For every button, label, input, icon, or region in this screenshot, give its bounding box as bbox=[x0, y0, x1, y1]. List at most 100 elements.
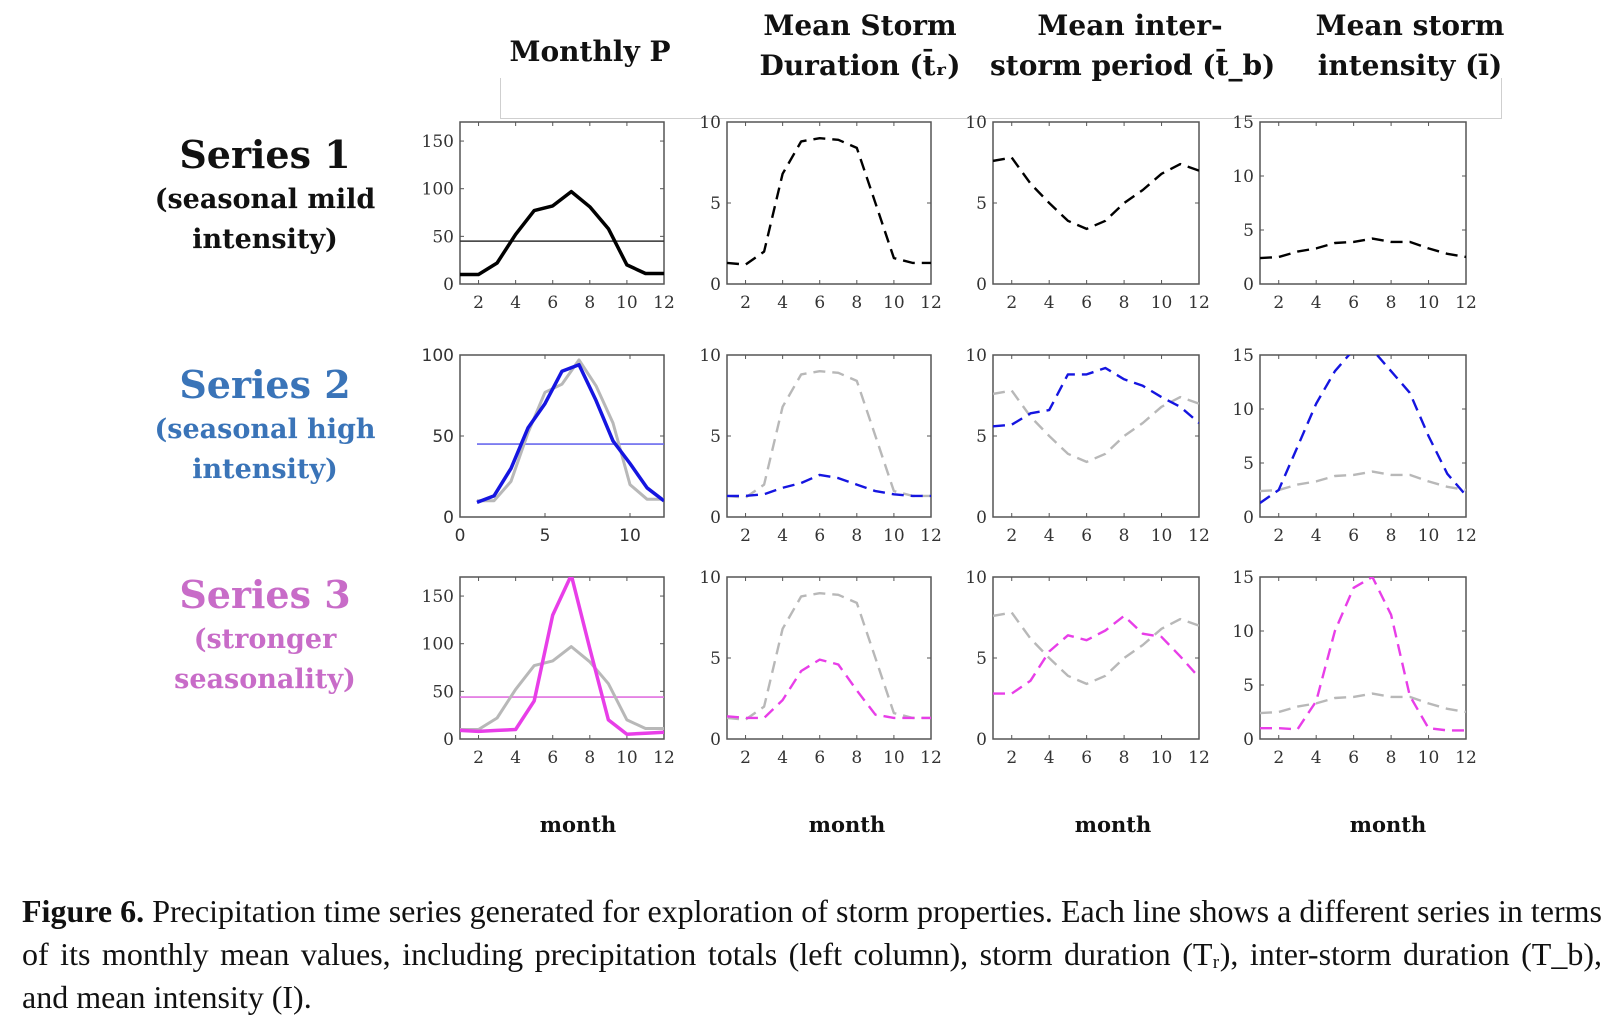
y-tick-label: 0 bbox=[976, 275, 987, 295]
column-title-line1: Monthly P bbox=[509, 35, 671, 68]
y-tick-label: 50 bbox=[432, 682, 454, 702]
x-tick-label: 12 bbox=[920, 293, 942, 313]
x-tick-label: 10 bbox=[1418, 526, 1440, 546]
x-tick-label: 6 bbox=[547, 293, 558, 313]
x-tick-label: 4 bbox=[1311, 293, 1322, 313]
y-tick-label: 10 bbox=[1232, 167, 1254, 187]
axes-box bbox=[992, 576, 1200, 740]
x-tick-label: 8 bbox=[1119, 293, 1130, 313]
x-tick-label: 8 bbox=[1386, 748, 1397, 768]
x-tick-label: 8 bbox=[1386, 293, 1397, 313]
y-tick-label: 0 bbox=[1243, 730, 1254, 750]
row-label-series-1: Series 1 (seasonal mild intensity) bbox=[135, 130, 395, 260]
x-tick-label: 8 bbox=[1119, 526, 1130, 546]
y-tick-label: 50 bbox=[432, 427, 454, 447]
axes-box bbox=[459, 354, 665, 518]
x-tick-label: 6 bbox=[547, 748, 558, 768]
plot-area bbox=[1260, 577, 1466, 732]
y-tick-label: 5 bbox=[1243, 221, 1254, 241]
x-tick-label: 6 bbox=[1348, 526, 1359, 546]
axes-box bbox=[726, 354, 932, 518]
x-axis-label-col1: month bbox=[539, 812, 617, 837]
x-tick-label: 4 bbox=[1044, 748, 1055, 768]
x-tick-label: 2 bbox=[1006, 526, 1017, 546]
x-tick-label: 8 bbox=[851, 293, 862, 313]
column-title-line1: Mean storm bbox=[1315, 9, 1505, 42]
series-line-series-2 bbox=[727, 473, 931, 498]
series-line-series-2 bbox=[1260, 355, 1466, 504]
x-tick-label: 12 bbox=[1188, 526, 1210, 546]
x-tick-label: 12 bbox=[1188, 748, 1210, 768]
x-tick-label: 6 bbox=[1348, 748, 1359, 768]
y-tick-label: 10 bbox=[1232, 622, 1254, 642]
column-title-line1: Mean inter- bbox=[1037, 9, 1223, 42]
y-tick-label: 100 bbox=[422, 346, 454, 366]
y-tick-label: 0 bbox=[976, 508, 987, 528]
y-tick-label: 10 bbox=[699, 568, 721, 588]
y-tick-label: 10 bbox=[965, 568, 987, 588]
x-tick-label: 10 bbox=[616, 293, 638, 313]
x-tick-label: 10 bbox=[619, 526, 641, 546]
x-tick-label: 6 bbox=[814, 748, 825, 768]
x-tick-label: 8 bbox=[584, 748, 595, 768]
x-tick-label: 4 bbox=[510, 748, 521, 768]
plot-area bbox=[1260, 355, 1466, 504]
series-line-series-1-reference- bbox=[993, 611, 1199, 686]
axes-box bbox=[726, 121, 932, 285]
x-tick-label: 10 bbox=[1151, 526, 1173, 546]
panel-r1-c4: 2 4 6 8 10 12 0 5 10 15 bbox=[1232, 113, 1476, 313]
y-tick-label: 10 bbox=[699, 346, 721, 366]
x-tick-label: 4 bbox=[1044, 526, 1055, 546]
plot-area bbox=[476, 358, 664, 505]
caption-label: Figure 6. bbox=[22, 893, 145, 929]
x-tick-label: 12 bbox=[653, 293, 675, 313]
panel-r1-c3: 2 4 6 8 10 12 0 5 10 bbox=[965, 113, 1209, 313]
y-tick-label: 5 bbox=[1243, 676, 1254, 696]
axes-box bbox=[1259, 354, 1467, 518]
x-tick-label: 0 bbox=[455, 526, 466, 546]
axes-box bbox=[992, 354, 1200, 518]
x-tick-label: 10 bbox=[1418, 293, 1440, 313]
series-subtitle-line2: intensity) bbox=[192, 454, 338, 485]
series-subtitle-line2: intensity) bbox=[192, 224, 338, 255]
column-title-line2: intensity (ī) bbox=[1317, 49, 1503, 82]
x-tick-label: 2 bbox=[473, 748, 484, 768]
row-label-series-3: Series 3 (stronger seasonality) bbox=[135, 570, 395, 700]
x-tick-label: 4 bbox=[510, 293, 521, 313]
column-title-storm-duration: Mean Storm Duration (t̄ᵣ) bbox=[740, 6, 980, 86]
series-line-series-1-reference- bbox=[477, 358, 664, 503]
y-tick-label: 0 bbox=[976, 730, 987, 750]
x-tick-label: 8 bbox=[584, 293, 595, 313]
x-tick-label: 4 bbox=[1311, 748, 1322, 768]
row-label-series-2: Series 2 (seasonal high intensity) bbox=[135, 360, 395, 490]
y-tick-label: 0 bbox=[443, 730, 454, 750]
series-line-series-1 bbox=[460, 189, 664, 277]
x-tick-label: 10 bbox=[883, 748, 905, 768]
x-tick-label: 2 bbox=[740, 293, 751, 313]
column-title-interstorm-period: Mean inter- storm period (t̄_b) bbox=[990, 6, 1275, 86]
x-tick-label: 10 bbox=[1151, 748, 1173, 768]
plot-area bbox=[727, 370, 931, 499]
axes-box bbox=[459, 121, 665, 285]
axes-box bbox=[459, 576, 665, 740]
series-line-series-2 bbox=[476, 362, 664, 505]
x-tick-label: 6 bbox=[814, 293, 825, 313]
x-tick-label: 10 bbox=[1418, 748, 1440, 768]
y-tick-label: 10 bbox=[965, 346, 987, 366]
x-tick-label: 4 bbox=[1044, 293, 1055, 313]
series-title: Series 2 bbox=[179, 362, 351, 407]
x-tick-label: 2 bbox=[1273, 748, 1284, 768]
x-tick-label: 12 bbox=[1455, 293, 1477, 313]
plot-area bbox=[993, 611, 1199, 695]
x-tick-label: 12 bbox=[1455, 526, 1477, 546]
x-axis-label-col3: month bbox=[1074, 812, 1152, 837]
series-line-series-1 bbox=[1260, 237, 1466, 260]
plot-area bbox=[460, 577, 664, 736]
x-tick-label: 6 bbox=[1081, 748, 1092, 768]
axes-box bbox=[1259, 576, 1467, 740]
x-tick-label: 4 bbox=[777, 748, 788, 768]
y-tick-label: 5 bbox=[710, 649, 721, 669]
y-tick-label: 0 bbox=[1243, 508, 1254, 528]
